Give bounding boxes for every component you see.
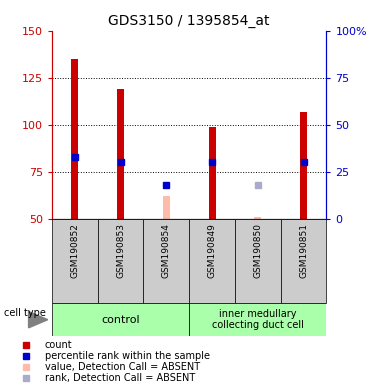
Bar: [235, 219, 281, 303]
Bar: [189, 219, 235, 303]
Bar: [255, 217, 261, 219]
Text: count: count: [45, 340, 72, 350]
Bar: [52, 303, 189, 336]
Text: GSM190851: GSM190851: [299, 223, 308, 278]
Text: GSM190852: GSM190852: [70, 223, 79, 278]
Polygon shape: [29, 311, 48, 328]
Text: GSM190853: GSM190853: [116, 223, 125, 278]
Text: GSM190854: GSM190854: [162, 223, 171, 278]
Bar: [117, 89, 124, 219]
Bar: [98, 219, 144, 303]
Bar: [189, 303, 326, 336]
Text: inner medullary
collecting duct cell: inner medullary collecting duct cell: [212, 309, 304, 331]
Bar: [71, 59, 78, 219]
Text: cell type: cell type: [4, 308, 46, 318]
Bar: [281, 219, 326, 303]
Bar: [163, 196, 170, 219]
Bar: [144, 219, 189, 303]
Text: control: control: [101, 314, 140, 325]
Text: rank, Detection Call = ABSENT: rank, Detection Call = ABSENT: [45, 374, 195, 384]
Text: percentile rank within the sample: percentile rank within the sample: [45, 351, 210, 361]
Bar: [300, 112, 307, 219]
Bar: [52, 219, 98, 303]
Bar: [209, 127, 216, 219]
Title: GDS3150 / 1395854_at: GDS3150 / 1395854_at: [108, 14, 270, 28]
Text: GSM190849: GSM190849: [208, 223, 217, 278]
Text: GSM190850: GSM190850: [253, 223, 262, 278]
Text: value, Detection Call = ABSENT: value, Detection Call = ABSENT: [45, 362, 200, 372]
